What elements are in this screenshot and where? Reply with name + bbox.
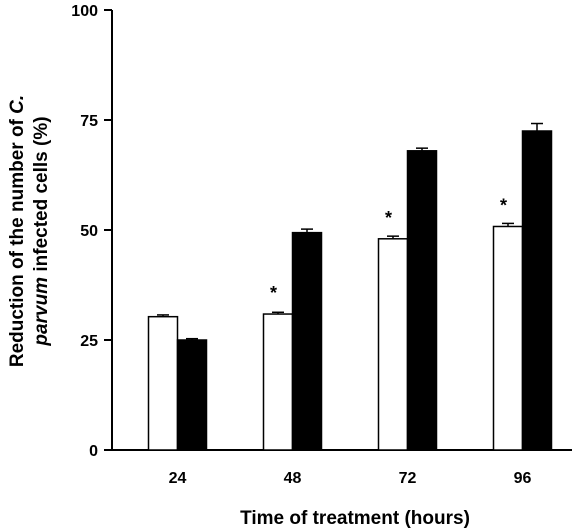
bar	[291, 231, 323, 451]
significance-mark: *	[500, 195, 507, 215]
x-axis-label: Time of treatment (hours)	[240, 508, 470, 529]
y-tick-label: 75	[80, 113, 98, 130]
y-tick-label: 100	[71, 3, 98, 20]
bar	[492, 225, 524, 451]
bar	[521, 130, 553, 451]
y-tick-label: 25	[80, 333, 98, 350]
significance-mark: *	[270, 283, 277, 303]
y-axis-label-line1-italic: C.	[7, 95, 28, 114]
plot-area: 0 25 50 75 100 24 48 * 72 * 96 *	[71, 3, 572, 487]
x-tick-label: 48	[284, 470, 302, 487]
significance-mark: *	[385, 208, 392, 228]
y-tick-label: 0	[89, 443, 98, 460]
bar	[377, 238, 409, 451]
svg-text:Reduction of the number of C.: Reduction of the number of C.	[7, 95, 28, 367]
y-axis-label: Reduction of the number of C. parvum inf…	[7, 95, 52, 367]
bar	[176, 339, 208, 451]
bar	[262, 313, 294, 451]
y-axis-label-line1-text: Reduction of the number of	[7, 114, 28, 367]
x-tick-label: 96	[514, 470, 532, 487]
y-tick-label: 50	[80, 223, 98, 240]
y-axis-label-line2-text: infected cells (%)	[31, 116, 52, 277]
y-axis-label-line2-italic: parvum	[31, 277, 52, 347]
bar	[406, 150, 438, 451]
x-tick-label: 72	[399, 470, 417, 487]
bar	[147, 315, 179, 451]
x-tick-label: 24	[169, 470, 187, 487]
svg-text:parvum infected cells (%): parvum infected cells (%)	[31, 116, 52, 346]
